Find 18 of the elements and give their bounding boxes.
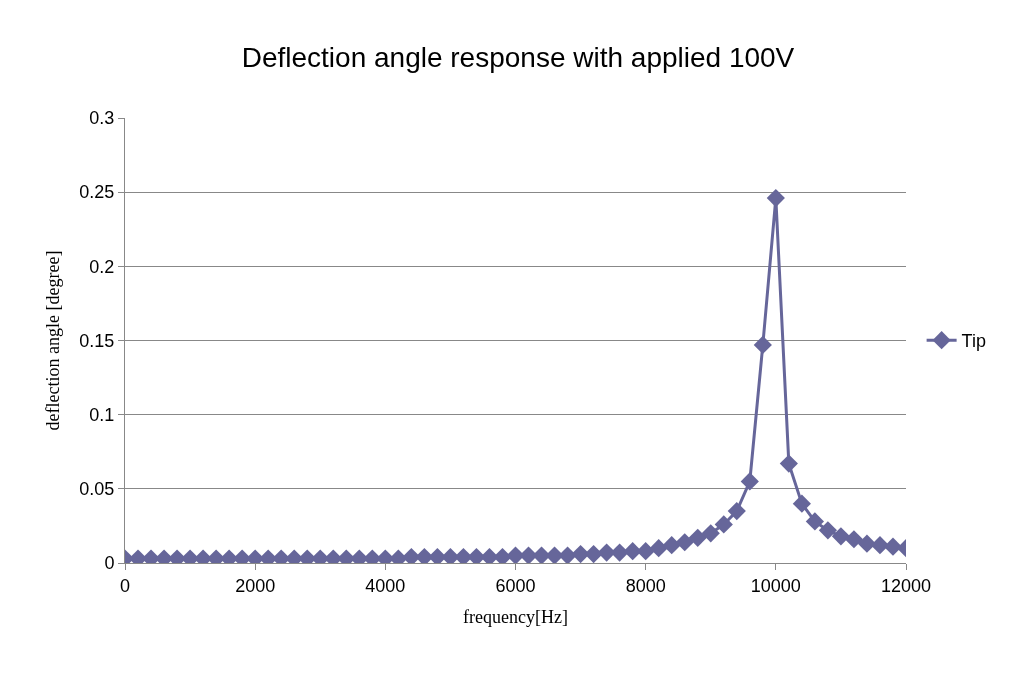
y-tick-label: 0 [104, 553, 115, 574]
y-axis-title: deflection angle [degree] [42, 250, 63, 431]
x-tick-label: 2000 [235, 575, 276, 596]
y-tick-label: 0.05 [79, 479, 115, 500]
x-tick-label: 10000 [750, 575, 801, 596]
x-tick-label: 8000 [625, 575, 666, 596]
x-tick-label: 12000 [880, 575, 932, 596]
y-tick-label: 0.3 [89, 108, 115, 129]
y-tick-label: 0.25 [79, 182, 115, 203]
legend-label: Tip [961, 331, 986, 352]
y-tick-label: 0.2 [89, 256, 115, 277]
x-tick-label: 6000 [495, 575, 536, 596]
y-tick-label: 0.15 [79, 330, 115, 351]
x-tick-label: 0 [119, 575, 131, 596]
x-axis-title: frequency[Hz] [463, 606, 568, 627]
chart-title: Deflection angle response with applied 100V [241, 41, 795, 73]
y-tick-label: 0.1 [89, 404, 115, 425]
x-tick-label: 4000 [365, 575, 406, 596]
